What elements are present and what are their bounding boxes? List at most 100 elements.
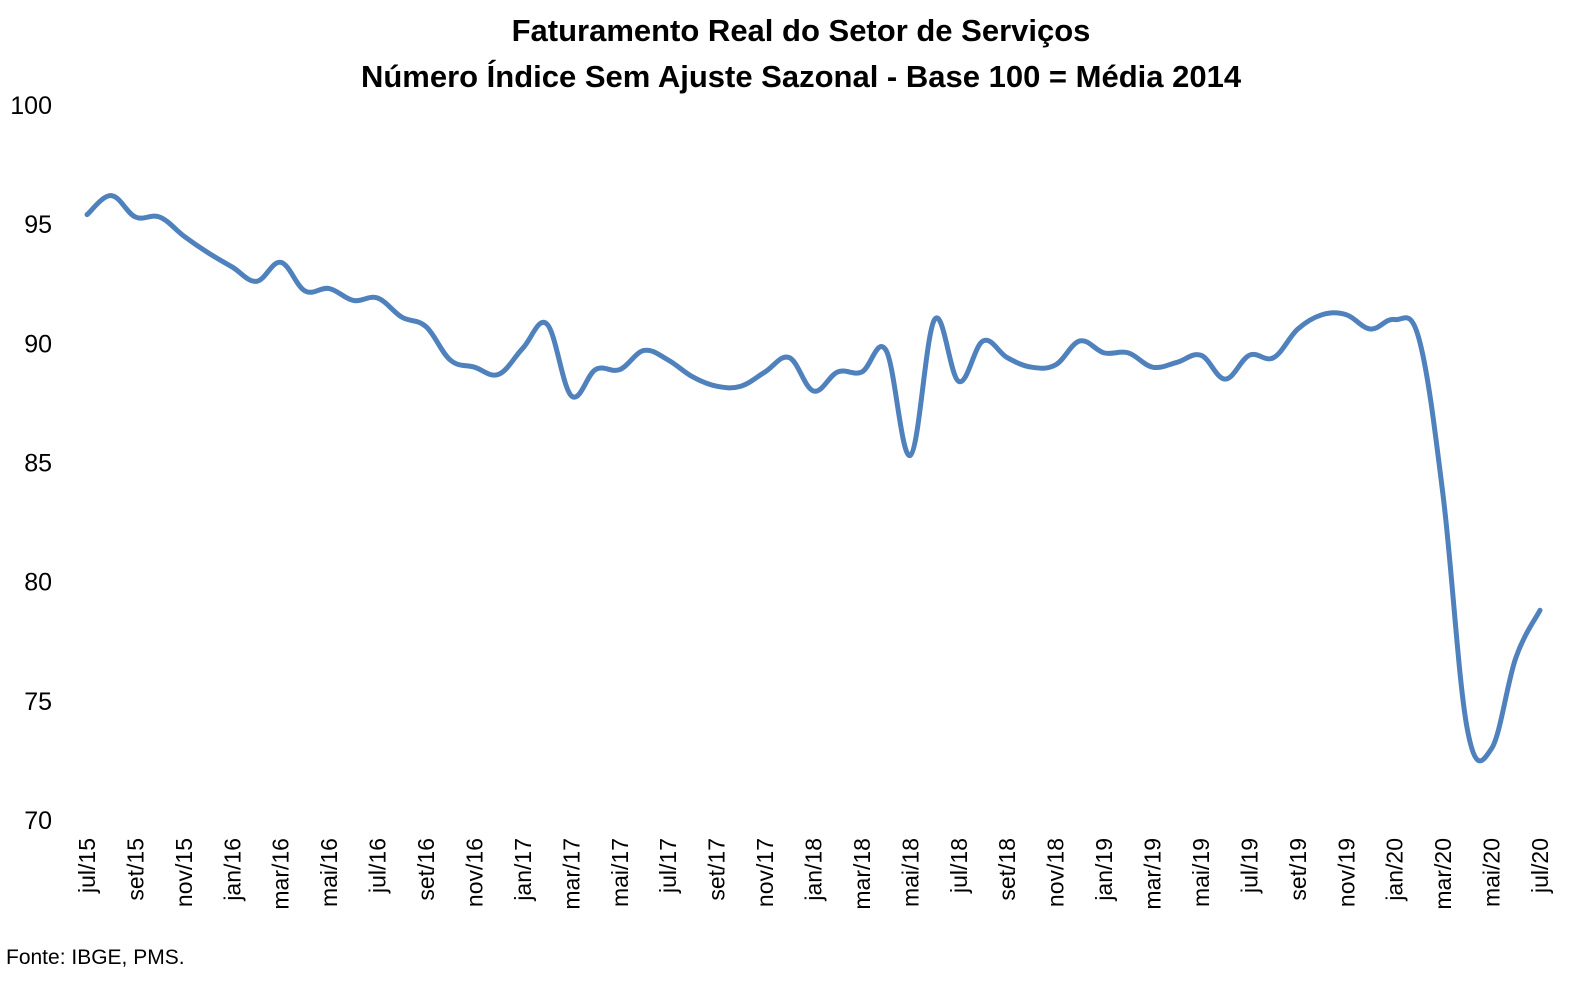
data-point xyxy=(666,358,671,363)
data-point xyxy=(1150,365,1155,370)
data-point xyxy=(302,288,307,293)
data-point xyxy=(956,379,961,384)
x-tick-label: jul/16 xyxy=(365,838,391,894)
x-tick-label: set/16 xyxy=(413,838,439,901)
data-point xyxy=(351,298,356,303)
x-tick-label: mar/19 xyxy=(1140,838,1166,910)
chart-title-block: Faturamento Real do Setor de Serviços Nú… xyxy=(0,8,1582,100)
data-point xyxy=(230,265,235,270)
x-tick-label: mai/18 xyxy=(897,838,923,907)
data-point xyxy=(424,324,429,329)
data-point xyxy=(1102,350,1107,355)
data-point xyxy=(327,286,332,291)
data-point xyxy=(1271,355,1276,360)
y-axis-ticks: 70 75 80 85 90 95 100 xyxy=(10,92,52,835)
x-tick-label: jul/15 xyxy=(74,838,100,894)
x-axis-ticks: jul/15 set/15 nov/15 jan/16 mar/16 mai/16 jul/… xyxy=(74,838,1553,910)
x-tick-label: nov/16 xyxy=(461,838,487,907)
data-point xyxy=(254,279,259,284)
data-point xyxy=(1392,317,1397,322)
x-tick-label: nov/19 xyxy=(1333,838,1359,907)
data-point xyxy=(1198,353,1203,358)
data-point xyxy=(1538,608,1543,613)
x-tick-label: jan/20 xyxy=(1382,838,1408,902)
data-point xyxy=(375,296,380,301)
data-point xyxy=(1513,655,1518,660)
data-point xyxy=(157,215,162,220)
x-tick-label: set/18 xyxy=(994,838,1020,901)
data-point xyxy=(738,384,743,389)
data-point xyxy=(690,374,695,379)
data-point xyxy=(520,346,525,351)
data-point xyxy=(835,369,840,374)
data-point xyxy=(85,212,90,217)
x-tick-label: jan/16 xyxy=(219,838,245,902)
x-tick-label: jul/19 xyxy=(1236,838,1262,894)
data-point xyxy=(1126,350,1131,355)
x-tick-label: set/19 xyxy=(1285,838,1311,901)
x-tick-label: jul/17 xyxy=(655,838,681,894)
data-point xyxy=(133,215,138,220)
data-point xyxy=(472,365,477,370)
data-point xyxy=(1416,336,1421,341)
y-tick-label: 80 xyxy=(24,569,52,597)
series-line xyxy=(84,193,1543,764)
data-point xyxy=(1223,377,1228,382)
data-point xyxy=(181,234,186,239)
data-point xyxy=(1077,338,1082,343)
data-point xyxy=(811,389,816,394)
data-point xyxy=(908,453,913,458)
x-tick-label: mar/17 xyxy=(558,838,584,910)
y-tick-label: 90 xyxy=(24,330,52,358)
y-tick-label: 85 xyxy=(24,450,52,478)
x-tick-label: set/17 xyxy=(704,838,730,901)
data-point xyxy=(932,317,937,322)
x-tick-label: jul/18 xyxy=(946,838,972,894)
data-point xyxy=(617,367,622,372)
y-tick-label: 75 xyxy=(24,688,52,716)
x-tick-label: jan/17 xyxy=(510,838,536,902)
data-point xyxy=(1247,353,1252,358)
data-point xyxy=(641,348,646,353)
data-point xyxy=(1441,493,1446,498)
data-point xyxy=(1029,365,1034,370)
source-note: Fonte: IBGE, PMS. xyxy=(6,946,185,969)
x-tick-label: mai/20 xyxy=(1479,838,1505,907)
x-tick-label: jul/20 xyxy=(1527,838,1553,894)
data-point xyxy=(1295,327,1300,332)
data-point xyxy=(399,315,404,320)
data-point xyxy=(1320,312,1325,317)
y-tick-label: 100 xyxy=(10,92,52,120)
series-layer xyxy=(84,193,1543,764)
data-point xyxy=(1344,312,1349,317)
data-point xyxy=(496,372,501,377)
x-tick-label: mar/18 xyxy=(849,838,875,910)
chart-title: Faturamento Real do Setor de Serviços xyxy=(511,13,1091,48)
data-point xyxy=(1005,355,1010,360)
data-point xyxy=(206,250,211,255)
data-point xyxy=(545,322,550,327)
x-tick-label: nov/18 xyxy=(1043,838,1069,907)
data-point xyxy=(981,338,986,343)
data-point xyxy=(884,348,889,353)
line-chart: 70 75 80 85 90 95 100 jul/15 set/15 nov/15 jan/16… xyxy=(10,92,1553,910)
data-point xyxy=(1465,727,1470,732)
x-tick-label: mar/20 xyxy=(1430,838,1456,910)
data-point xyxy=(109,193,114,198)
data-point xyxy=(1368,327,1373,332)
x-tick-label: nov/17 xyxy=(752,838,778,907)
x-tick-label: mai/19 xyxy=(1188,838,1214,907)
data-point xyxy=(859,369,864,374)
x-tick-label: nov/15 xyxy=(171,838,197,907)
chart-subtitle: Número Índice Sem Ajuste Sazonal - Base … xyxy=(360,59,1242,94)
x-tick-label: jan/18 xyxy=(801,838,827,902)
data-point xyxy=(1174,360,1179,365)
x-tick-label: jan/19 xyxy=(1091,838,1117,902)
data-point xyxy=(278,260,283,265)
data-point xyxy=(569,393,574,398)
data-point xyxy=(763,369,768,374)
x-tick-label: mar/16 xyxy=(268,838,294,910)
y-tick-label: 70 xyxy=(24,807,52,835)
x-tick-label: set/15 xyxy=(122,838,148,901)
data-point xyxy=(1053,362,1058,367)
